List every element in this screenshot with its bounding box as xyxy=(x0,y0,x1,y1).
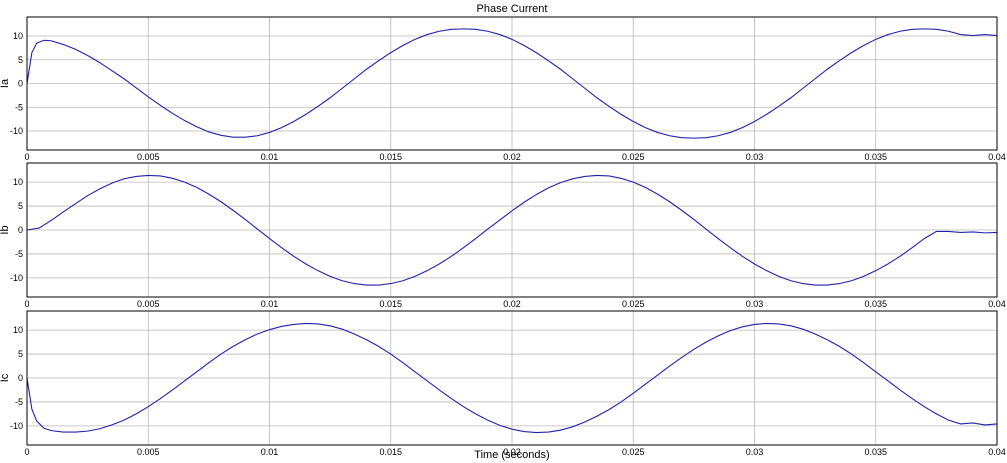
x-tick-label: 0 xyxy=(24,152,29,162)
series-line-ic xyxy=(26,322,998,434)
y-axis-label: Ia xyxy=(0,78,11,88)
x-tick-label: 0.04 xyxy=(988,447,1006,457)
y-tick-label: 10 xyxy=(13,325,23,335)
panel-2: 0 0.005 0.01 0.015 0.02 0.025 0.03 0.035 0.04 10 5… xyxy=(0,162,1006,309)
plot-border xyxy=(26,310,998,446)
x-tick-label: 0.04 xyxy=(988,152,1006,162)
x-tick-label: 0.03 xyxy=(746,447,764,457)
x-tick-label: 0.025 xyxy=(622,299,645,309)
x-tick-label: 0.005 xyxy=(137,152,160,162)
series-line-ia xyxy=(26,28,998,139)
y-tick-label: 10 xyxy=(13,177,23,187)
panel-3: 0 0.005 0.01 0.015 0.02 0.025 0.03 0.035 0.04 10 5… xyxy=(0,310,1006,457)
y-tick-label: -10 xyxy=(10,126,23,136)
x-tick-label: 0.04 xyxy=(988,299,1006,309)
y-tick-label: 0 xyxy=(18,373,23,383)
x-tick-label: 0 xyxy=(24,299,29,309)
x-tick-label: 0.01 xyxy=(261,447,279,457)
x-tick-label: 0.035 xyxy=(864,447,887,457)
y-tick-label: -5 xyxy=(15,249,23,259)
x-axis-label: Time (seconds) xyxy=(474,449,549,461)
x-tick-label: 0.025 xyxy=(622,152,645,162)
x-tick-label: 0.005 xyxy=(137,299,160,309)
x-tick-label: 0.035 xyxy=(864,299,887,309)
y-tick-label: 10 xyxy=(13,31,23,41)
x-tick-label: 0.015 xyxy=(379,447,402,457)
x-tick-label: 0.015 xyxy=(379,152,402,162)
y-tick-label: -5 xyxy=(15,397,23,407)
y-tick-label: -5 xyxy=(15,102,23,112)
y-tick-label: 0 xyxy=(18,79,23,89)
x-tick-label: 0.035 xyxy=(864,152,887,162)
y-axis-label: Ib xyxy=(0,225,11,234)
x-tick-label: 0 xyxy=(24,447,29,457)
series-line-ib xyxy=(26,174,998,286)
x-tick-label: 0.02 xyxy=(503,447,521,457)
plot-border xyxy=(26,162,998,298)
x-tick-label: 0.015 xyxy=(379,299,402,309)
y-tick-label: -10 xyxy=(10,273,23,283)
chart-title: Phase Current xyxy=(477,3,548,15)
x-tick-label: 0.03 xyxy=(746,152,764,162)
x-tick-label: 0.02 xyxy=(503,299,521,309)
x-tick-label: 0.005 xyxy=(137,447,160,457)
y-tick-label: 5 xyxy=(18,349,23,359)
x-tick-label: 0.03 xyxy=(746,299,764,309)
plot-border xyxy=(26,16,998,151)
x-tick-label: 0.01 xyxy=(261,299,279,309)
y-axis-label: Ic xyxy=(0,373,11,382)
y-tick-label: 5 xyxy=(18,55,23,65)
y-tick-label: 5 xyxy=(18,201,23,211)
panel-1: 0 0.005 0.01 0.015 0.02 0.025 0.03 0.035 0.04 10 5… xyxy=(0,16,1006,162)
x-tick-label: 0.02 xyxy=(503,152,521,162)
x-tick-label: 0.01 xyxy=(261,152,279,162)
y-tick-label: 0 xyxy=(18,225,23,235)
y-tick-label: -10 xyxy=(10,421,23,431)
x-tick-label: 0.025 xyxy=(622,447,645,457)
